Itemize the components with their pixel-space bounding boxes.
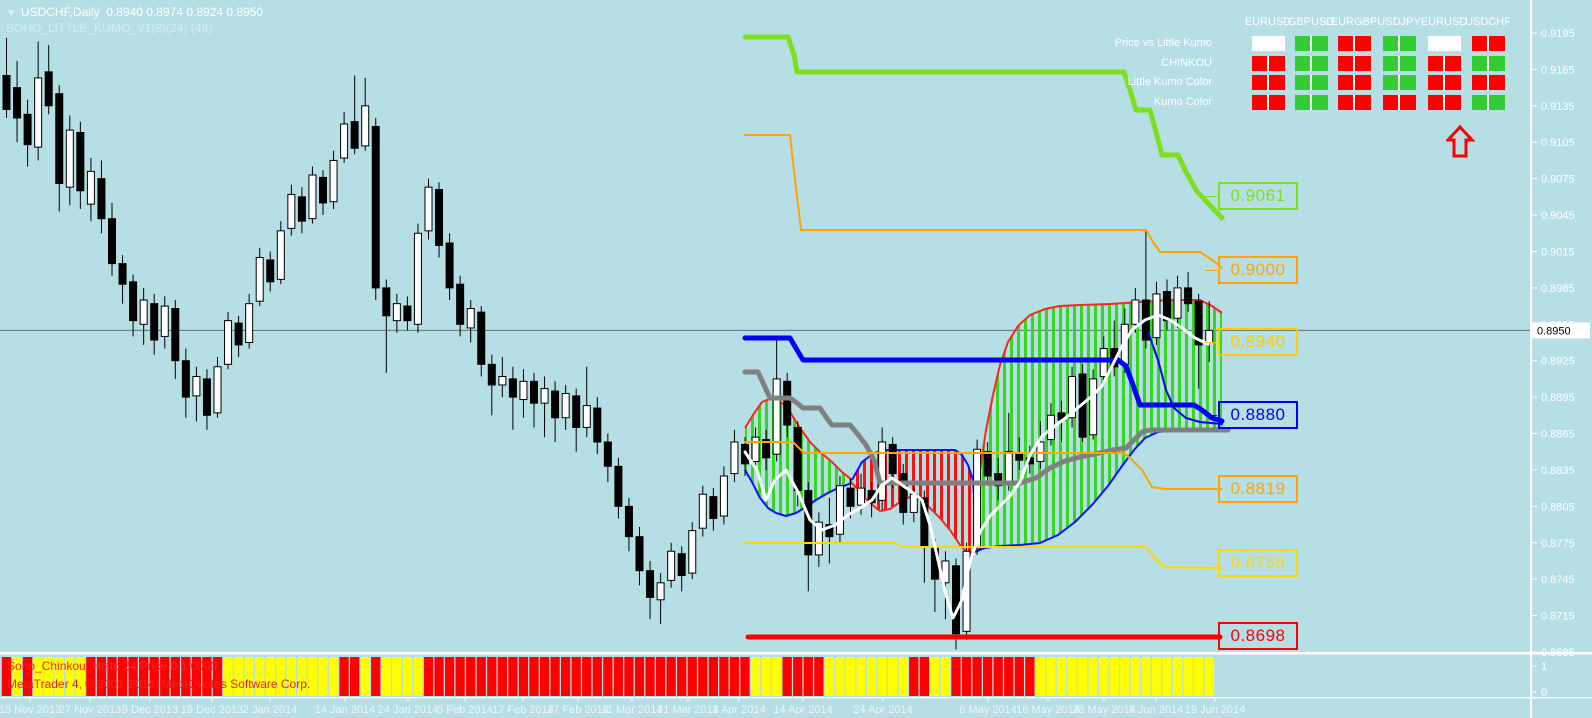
current-price-value: 0.8950 <box>1537 325 1571 337</box>
date-label: 21 Mar 2014 <box>657 704 719 716</box>
kijun-blue <box>742 335 1225 424</box>
date-label: 16 May 2014 <box>1016 704 1080 716</box>
chinkou-histogram <box>1 657 1214 696</box>
date-label: 19 Jun 2014 <box>1185 704 1246 716</box>
date-label: 9 Jun 2014 <box>1129 704 1183 716</box>
date-label: 28 May 2014 <box>1072 704 1136 716</box>
candlesticks <box>2 37 1214 650</box>
price-tick: 0.9105 <box>1541 137 1575 149</box>
price-tick: 0.8985 <box>1541 283 1575 295</box>
date-label: 14 Apr 2014 <box>773 704 832 716</box>
price-tick: 0.8925 <box>1541 356 1575 368</box>
price-tick: 0.9015 <box>1541 246 1575 258</box>
level-0-8819 <box>744 441 1223 490</box>
price-axis: 0.9195 0.9165 0.9135 0.9105 0.9075 0.9045 0.90… <box>1532 28 1590 699</box>
price-tick: 0.8775 <box>1541 538 1575 550</box>
date-label: 5 Feb 2014 <box>437 704 493 716</box>
price-tick: 0.9195 <box>1541 28 1575 40</box>
date-label: 2 Jan 2014 <box>243 704 297 716</box>
price-tick: 0.8715 <box>1541 611 1575 623</box>
date-label: 15 Nov 2013 <box>0 704 61 716</box>
price-tick: 0.9135 <box>1541 101 1575 113</box>
price-tick: 0.9075 <box>1541 174 1575 186</box>
date-label: 9 Dec 2013 <box>122 704 178 716</box>
price-tick: 0.8895 <box>1541 392 1575 404</box>
level-0-9000 <box>744 134 1223 269</box>
subwindow-separator[interactable] <box>0 652 1592 655</box>
price-tick: 0.9165 <box>1541 64 1575 76</box>
date-label: 14 Jan 2014 <box>315 704 376 716</box>
price-tick: 0.8745 <box>1541 574 1575 586</box>
signal-white <box>743 313 1210 620</box>
price-tick: 0.8805 <box>1541 501 1575 513</box>
date-label: 19 Dec 2013 <box>181 704 243 716</box>
level-0-8758 <box>744 542 1223 569</box>
current-price-box <box>1532 322 1590 339</box>
price-tick: 0.8865 <box>1541 429 1575 441</box>
date-label: 24 Apr 2014 <box>853 704 912 716</box>
price-tick: 0.8685 <box>1541 647 1575 659</box>
price-tick: 0.9045 <box>1541 210 1575 222</box>
date-label: 27 Nov 2013 <box>59 704 121 716</box>
date-label: 17 Feb 2014 <box>492 704 554 716</box>
little-kumo-high-level <box>742 34 1225 221</box>
price-tick: 0.8835 <box>1541 465 1575 477</box>
baseline-gray <box>742 369 1231 486</box>
date-label: 2 Apr 2014 <box>712 704 765 716</box>
subwindow-tick: 0 <box>1541 687 1547 699</box>
date-label: 24 Jan 2014 <box>378 704 439 716</box>
axis-separator <box>1530 0 1532 718</box>
date-label: 6 May 2014 <box>959 704 1016 716</box>
date-label: 27 Feb 2014 <box>547 704 609 716</box>
little-kumo-green-right <box>975 300 1222 552</box>
subwindow-tick: 1 <box>1541 661 1547 673</box>
date-label: 11 Mar 2014 <box>602 704 663 716</box>
indicator-lines <box>742 34 1231 640</box>
kumo-border-blue-right <box>1147 331 1223 425</box>
